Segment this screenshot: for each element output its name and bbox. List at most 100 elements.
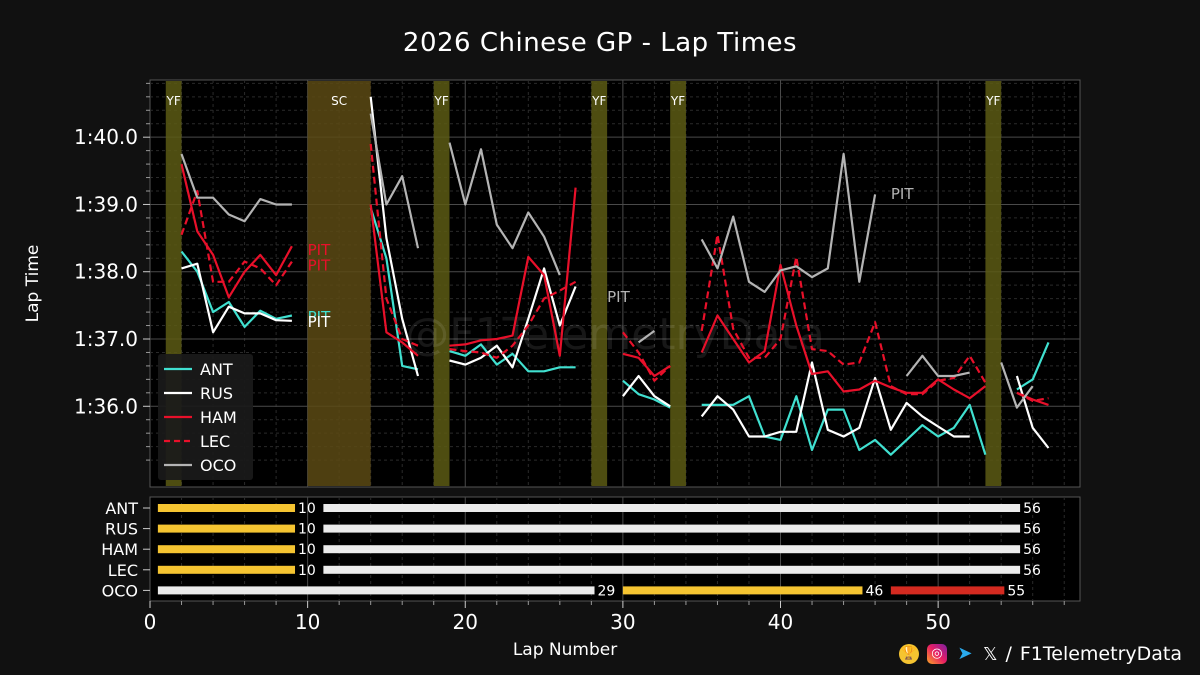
plot-area bbox=[149, 79, 1081, 488]
driver-label: ANT bbox=[105, 499, 138, 518]
telegram-icon[interactable]: ➤ bbox=[957, 643, 973, 664]
pit-annotation: PIT bbox=[308, 308, 331, 326]
stint-bar bbox=[890, 586, 1005, 595]
flag-label: YF bbox=[591, 94, 606, 108]
pit-annotation: PIT bbox=[308, 241, 331, 259]
stint-end-label: 46 bbox=[865, 583, 883, 599]
x-icon[interactable]: 𝕏 bbox=[982, 643, 998, 665]
y-axis-label: Lap Time bbox=[23, 245, 43, 323]
x-axis-label: Lap Number bbox=[513, 640, 617, 660]
stint-end-label: 10 bbox=[298, 501, 316, 517]
x-tick-label: 0 bbox=[144, 610, 157, 634]
series-line-oco bbox=[448, 142, 561, 276]
series-line-oco bbox=[180, 153, 292, 223]
y-tick-label: 1:37.0 bbox=[74, 327, 138, 351]
flag-band bbox=[433, 81, 450, 486]
series-line-ant bbox=[1016, 341, 1050, 391]
stint-end-label: 55 bbox=[1007, 583, 1025, 599]
stint-bar bbox=[157, 586, 595, 595]
stint-bar bbox=[323, 504, 1021, 512]
flag-label: YF bbox=[433, 94, 448, 108]
stint-end-label: 10 bbox=[298, 542, 316, 558]
series-line-rus bbox=[700, 361, 970, 438]
stint-end-label: 56 bbox=[1023, 501, 1041, 517]
x-tick-label: 40 bbox=[768, 610, 793, 634]
series-line-rus bbox=[449, 267, 577, 369]
series-line-lec bbox=[180, 189, 293, 287]
x-tick-label: 10 bbox=[295, 610, 320, 634]
stint-bar bbox=[157, 504, 296, 512]
legend-label-ham: HAM bbox=[200, 408, 237, 427]
stint-bar bbox=[622, 586, 863, 595]
y-tick-label: 1:38.0 bbox=[74, 260, 138, 284]
chart-title: 2026 Chinese GP - Lap Times bbox=[402, 28, 798, 58]
series-line-rus bbox=[622, 374, 671, 408]
legend-label-rus: RUS bbox=[200, 384, 233, 403]
x-tick-label: 30 bbox=[610, 610, 635, 634]
driver-label: HAM bbox=[101, 540, 138, 559]
series-line-ant bbox=[701, 395, 987, 456]
footer-separator: / bbox=[1005, 643, 1012, 665]
stint-end-label: 56 bbox=[1023, 563, 1041, 579]
footer: 🏆 ◎ ➤ 𝕏 / F1TelemetryData bbox=[898, 643, 1182, 665]
driver-label: LEC bbox=[108, 561, 138, 580]
series-line-ham bbox=[180, 163, 293, 299]
flag-band bbox=[591, 81, 608, 486]
x-tick-label: 50 bbox=[925, 610, 950, 634]
stint-bar bbox=[323, 524, 1021, 533]
legend-label-ant: ANT bbox=[200, 360, 233, 379]
series-line-lec bbox=[449, 280, 577, 359]
stint-end-label: 10 bbox=[298, 522, 316, 538]
pit-annotation: PIT bbox=[891, 185, 914, 203]
pit-annotation: PIT bbox=[607, 288, 630, 306]
y-tick-label: 1:40.0 bbox=[74, 125, 138, 149]
stint-bar bbox=[323, 545, 1021, 554]
flag-label: YF bbox=[670, 94, 685, 108]
driver-label: RUS bbox=[105, 520, 138, 539]
series-line-lec bbox=[369, 143, 419, 347]
flag-label: YF bbox=[166, 94, 181, 108]
series-line-ant bbox=[449, 343, 576, 373]
stint-bar bbox=[323, 565, 1021, 574]
series-line-ham bbox=[622, 352, 671, 378]
footer-handle[interactable]: F1TelemetryData bbox=[1019, 643, 1182, 665]
stint-end-label: 56 bbox=[1023, 542, 1041, 558]
driver-label: OCO bbox=[102, 581, 138, 600]
stint-end-label: 56 bbox=[1023, 522, 1041, 538]
stint-bar bbox=[157, 565, 296, 574]
stint-end-label: 29 bbox=[598, 583, 616, 599]
stint-bar bbox=[157, 524, 296, 533]
pit-annotation: PIT bbox=[308, 256, 331, 274]
flag-label: SC bbox=[331, 94, 347, 108]
y-tick-label: 1:39.0 bbox=[74, 192, 138, 216]
stint-end-label: 10 bbox=[298, 563, 316, 579]
series-line-rus bbox=[181, 262, 292, 334]
pit-annotation: PIT bbox=[308, 313, 331, 331]
flag-label: YF bbox=[985, 94, 1000, 108]
series-line-lec bbox=[622, 331, 671, 382]
series-line-lec bbox=[1016, 391, 1049, 402]
flag-band bbox=[985, 81, 1002, 486]
legend-label-oco: OCO bbox=[200, 456, 236, 475]
series-line-oco bbox=[1000, 362, 1034, 409]
series-line-oco bbox=[637, 330, 656, 344]
legend-label-lec: LEC bbox=[200, 432, 230, 451]
flag-band bbox=[307, 81, 371, 486]
series-line-ham bbox=[700, 263, 987, 400]
series-line-ham bbox=[369, 204, 419, 357]
series-line-lec bbox=[700, 233, 987, 396]
series-line-oco bbox=[700, 152, 877, 293]
y-tick-label: 1:36.0 bbox=[74, 394, 138, 418]
stint-bar bbox=[157, 545, 296, 554]
series-line-ant bbox=[369, 207, 419, 371]
series-line-ham bbox=[449, 187, 577, 357]
series-line-oco bbox=[905, 354, 970, 378]
series-line-oco bbox=[369, 113, 420, 249]
series-line-rus bbox=[1015, 375, 1050, 449]
instagram-icon[interactable]: ◎ bbox=[926, 644, 947, 664]
trophy-icon[interactable]: 🏆 bbox=[898, 644, 919, 664]
legend-box bbox=[158, 354, 253, 480]
series-line-rus bbox=[369, 96, 420, 377]
x-tick-label: 20 bbox=[453, 610, 478, 634]
